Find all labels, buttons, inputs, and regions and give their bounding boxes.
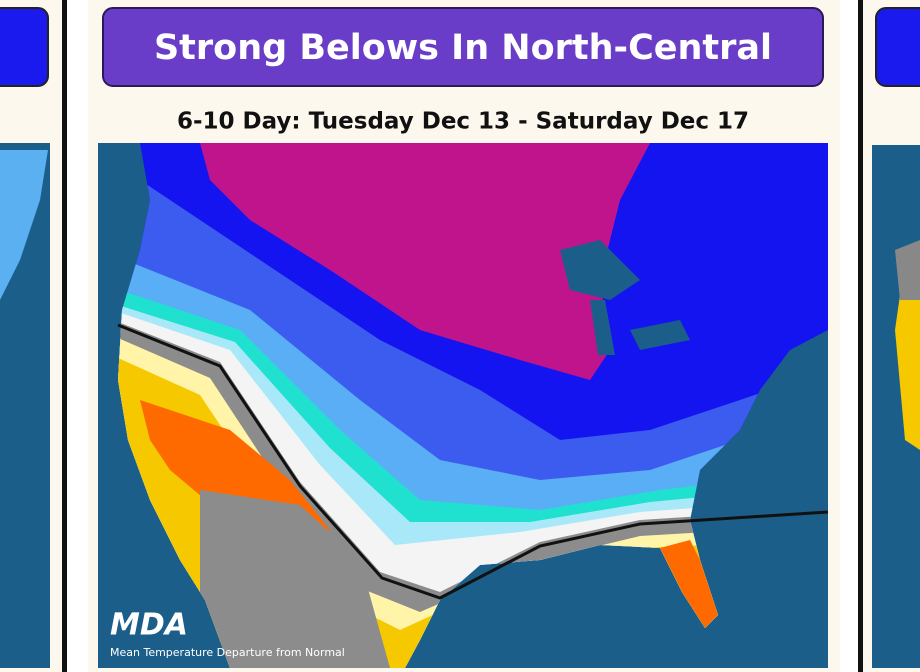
map-thumb-region — [895, 240, 920, 300]
band-florida — [660, 540, 718, 628]
map-caption: Mean Temperature Departure from Normal — [110, 646, 345, 659]
slide-title: Strong Belows In North-Central — [154, 28, 772, 68]
divider — [62, 0, 67, 672]
divider — [858, 0, 863, 672]
title-button — [102, 7, 824, 87]
band-mexico-gray — [200, 490, 390, 668]
next-slide[interactable] — [858, 0, 920, 672]
map-thumb-region — [0, 150, 48, 300]
great-lakes — [630, 320, 690, 350]
great-lakes — [560, 240, 640, 300]
slide-button — [0, 7, 49, 87]
map-logo: MDA — [110, 608, 188, 643]
prev-slide[interactable] — [0, 0, 67, 672]
band-magenta — [200, 143, 650, 380]
great-lakes — [590, 300, 615, 355]
main-slide: Strong Belows In North-Central 6-10 Day:… — [88, 0, 840, 672]
map: MDA Mean Temperature Departure from Norm… — [98, 143, 828, 668]
normal-line — [117, 323, 828, 600]
slide-button — [875, 7, 920, 87]
slide-subtitle: 6-10 Day: Tuesday Dec 13 - Saturday Dec … — [177, 109, 749, 135]
